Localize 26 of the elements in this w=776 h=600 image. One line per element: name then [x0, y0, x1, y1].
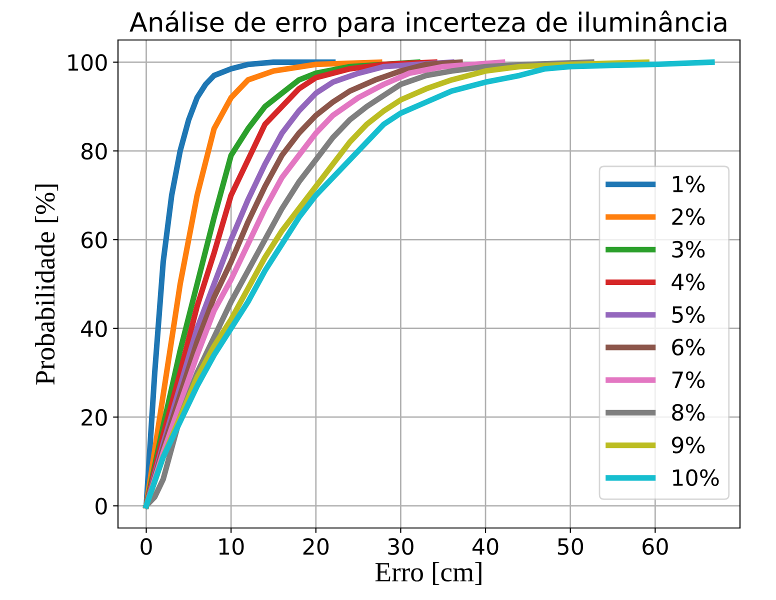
- y-tick-label: 60: [82, 232, 107, 248]
- y-axis-title: Probabilidade [%]: [35, 184, 58, 385]
- legend-label: 2%: [672, 208, 705, 226]
- legend-label: 4%: [672, 274, 705, 290]
- legend-label: 5%: [672, 306, 705, 323]
- y-tick-label: 100: [68, 54, 107, 71]
- legend-label: 1%: [673, 176, 705, 192]
- x-axis-title: Erro [cm]: [375, 562, 482, 585]
- y-tick-label: 0: [96, 498, 107, 515]
- chart-title: Análise de erro para incerteza de iluminância: [130, 10, 726, 38]
- x-tick-label: 0: [140, 538, 152, 555]
- x-tick-label: 10: [219, 538, 244, 555]
- legend-label: 6%: [672, 338, 705, 356]
- y-tick-label: 40: [81, 320, 107, 338]
- x-tick-label: 60: [642, 538, 668, 555]
- y-tick-label: 20: [82, 409, 107, 426]
- x-tick-label: 20: [303, 538, 329, 555]
- x-tick-label: 30: [388, 538, 414, 555]
- y-tick-label: 80: [82, 142, 107, 160]
- legend-label: 7%: [672, 371, 705, 388]
- x-tick-label: 50: [558, 538, 584, 555]
- legend-label: 10%: [673, 469, 719, 486]
- x-tick-label: 40: [472, 538, 498, 555]
- legend-label: 3%: [672, 240, 705, 258]
- legend-label: 9%: [672, 436, 705, 454]
- legend-label: 8%: [672, 404, 705, 421]
